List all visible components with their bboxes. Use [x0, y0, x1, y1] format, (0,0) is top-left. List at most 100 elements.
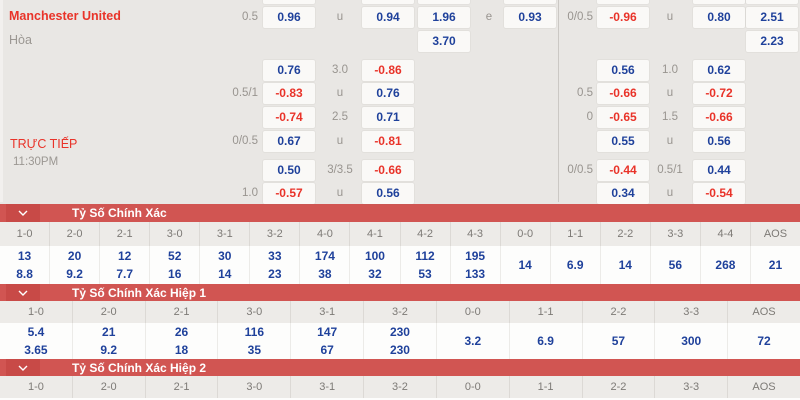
odds-cell[interactable]: 0.56: [362, 183, 414, 204]
section-header-bar[interactable]: Tỷ Số Chính Xác: [0, 204, 800, 222]
home-team-name: Manchester United: [9, 9, 121, 23]
odds-cell[interactable]: -0.66: [362, 160, 414, 181]
score-column: 6.9: [510, 323, 583, 359]
odds-cell[interactable]: -0.44: [597, 160, 649, 181]
odds-value[interactable]: 35: [247, 342, 262, 357]
odds-cell[interactable]: 0.62: [693, 60, 745, 81]
odds-value[interactable]: 13: [17, 248, 32, 263]
odds-value[interactable]: 100: [364, 248, 385, 263]
odds-cell[interactable]: -0.66: [693, 107, 745, 128]
score-label: 3-1: [200, 222, 251, 246]
chevron-down-icon[interactable]: [6, 204, 40, 222]
odds-value[interactable]: 53: [418, 266, 432, 281]
odds-value[interactable]: 6.9: [537, 333, 554, 348]
odds-value[interactable]: 23: [268, 266, 282, 281]
odds-value[interactable]: 20: [67, 248, 82, 263]
odds-value[interactable]: 30: [218, 248, 232, 263]
odds-cell[interactable]: -0.83: [263, 83, 315, 104]
score-header-row: 1-0 2-0 2-1 3-0 3-1 3-2 0-0 1-1 2-2 3-3 AOS: [0, 376, 800, 398]
odds-cell[interactable]: 0.80: [693, 7, 745, 28]
odds-cell[interactable]: 0.34: [597, 183, 649, 204]
odds-value[interactable]: 133: [465, 266, 486, 281]
odds-value[interactable]: 33: [268, 248, 282, 263]
odds-value[interactable]: 21: [768, 257, 783, 272]
odds-value[interactable]: 8.8: [16, 266, 33, 281]
odds-value[interactable]: 112: [415, 248, 435, 263]
odds-value[interactable]: 26: [174, 324, 189, 339]
odds-cell[interactable]: 3.70: [418, 31, 470, 52]
odds-value[interactable]: 18: [174, 342, 189, 357]
handicap-label: 3.0: [332, 64, 348, 76]
odds-cell[interactable]: 0.50: [263, 160, 315, 181]
odds-value[interactable]: 147: [317, 324, 338, 339]
score-label: 1-1: [551, 222, 601, 246]
section-title: Tỷ Số Chính Xác Hiệp 1: [72, 285, 207, 300]
score-label: 3-1: [291, 376, 365, 398]
odds-cell[interactable]: 0.94: [362, 7, 414, 28]
score-column: 12 7.7: [100, 246, 151, 284]
handicap-label: u: [336, 187, 344, 199]
odds-cell[interactable]: -0.65: [597, 107, 649, 128]
odds-value[interactable]: 14: [618, 257, 632, 272]
odds-value[interactable]: 67: [320, 342, 334, 357]
odds-cell[interactable]: -0.96: [597, 7, 649, 28]
odds-value[interactable]: 3.65: [24, 342, 48, 357]
chevron-down-icon[interactable]: [6, 284, 40, 301]
odds-value[interactable]: 14: [518, 257, 532, 272]
odds-value[interactable]: 16: [168, 266, 182, 281]
score-values-row: [0, 398, 800, 400]
score-label: 2-2: [583, 376, 656, 398]
score-label: 4-3: [451, 222, 501, 246]
odds-cell[interactable]: 0.76: [362, 83, 414, 104]
odds-value[interactable]: 72: [757, 333, 771, 348]
odds-cell[interactable]: -0.54: [693, 183, 745, 204]
odds-value[interactable]: 12: [117, 248, 132, 263]
odds-value[interactable]: 195: [465, 248, 486, 263]
odds-value[interactable]: 52: [168, 248, 182, 263]
odds-cell[interactable]: 0.93: [504, 7, 556, 28]
odds-value[interactable]: 38: [318, 266, 332, 281]
odds-cell[interactable]: 0.71: [362, 107, 414, 128]
odds-value[interactable]: 14: [218, 266, 232, 281]
chevron-down-icon[interactable]: [6, 359, 40, 376]
odds-value[interactable]: 32: [368, 266, 382, 281]
odds-cell[interactable]: 2.23: [746, 31, 798, 52]
odds-value[interactable]: 230: [389, 324, 410, 339]
odds-cell[interactable]: -0.57: [263, 183, 315, 204]
odds-cell[interactable]: -0.81: [362, 131, 414, 152]
score-label: 2-0: [73, 376, 146, 398]
section-header-bar[interactable]: Tỷ Số Chính Xác Hiệp 2: [0, 359, 800, 376]
odds-value[interactable]: 174: [314, 248, 335, 263]
odds-cell[interactable]: 2.51: [746, 7, 798, 28]
odds-value[interactable]: 3.2: [464, 333, 482, 348]
odds-cell[interactable]: 0.55: [597, 131, 649, 152]
odds-value[interactable]: 9.2: [66, 266, 83, 281]
odds-cell[interactable]: 0.67: [263, 131, 315, 152]
odds-value[interactable]: 268: [715, 257, 736, 272]
score-column: 14: [501, 246, 551, 284]
odds-value[interactable]: 300: [681, 333, 702, 348]
odds-value[interactable]: 5.4: [27, 324, 45, 339]
score-column: 174 38: [300, 246, 351, 284]
odds-value[interactable]: 9.2: [100, 342, 118, 357]
left-edge-strip: [0, 0, 3, 202]
odds-cell[interactable]: -0.66: [597, 83, 649, 104]
odds-value[interactable]: 56: [668, 257, 683, 272]
odds-value[interactable]: 21: [102, 324, 116, 339]
odds-value[interactable]: 230: [389, 342, 410, 357]
odds-cell[interactable]: -0.72: [693, 83, 745, 104]
odds-cell[interactable]: -0.86: [362, 60, 414, 81]
odds-cell[interactable]: 0.56: [693, 131, 745, 152]
odds-cell[interactable]: 1.96: [418, 7, 470, 28]
odds-cell[interactable]: 0.44: [693, 160, 745, 181]
section-header-bar[interactable]: Tỷ Số Chính Xác Hiệp 1: [0, 284, 800, 301]
odds-cell[interactable]: 0.76: [263, 60, 315, 81]
odds-value[interactable]: 116: [244, 324, 265, 339]
odds-value[interactable]: 57: [611, 333, 626, 348]
live-badge: TRỰC TIẾP: [10, 137, 78, 151]
odds-cell[interactable]: -0.74: [263, 107, 315, 128]
odds-cell[interactable]: 0.96: [263, 7, 315, 28]
odds-value[interactable]: 7.7: [116, 266, 133, 281]
odds-cell[interactable]: 0.56: [597, 60, 649, 81]
odds-value[interactable]: 6.9: [566, 257, 584, 272]
